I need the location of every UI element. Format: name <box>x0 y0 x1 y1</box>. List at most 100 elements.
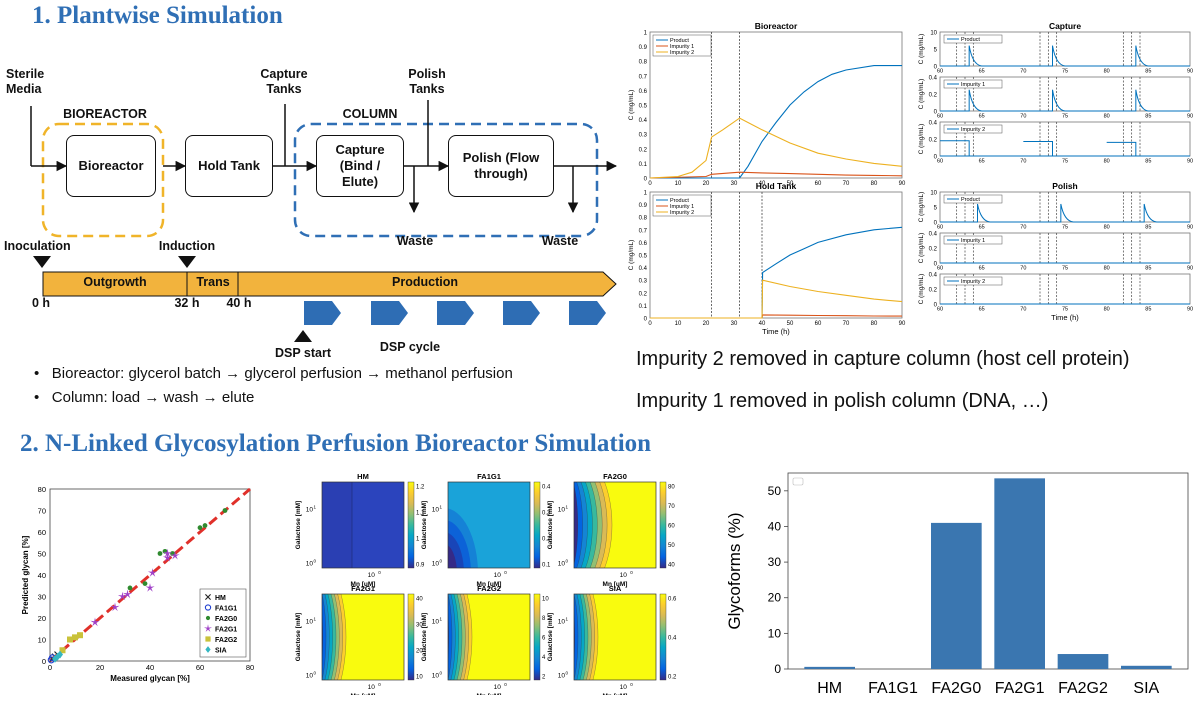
y-tick-label: 5 <box>934 48 938 54</box>
colorbar <box>407 481 415 569</box>
point <box>90 617 100 627</box>
point <box>204 604 212 611</box>
x-tick-label: 0 <box>648 321 652 327</box>
empty-legend-box <box>792 477 804 486</box>
y-tick-label: 0.6 <box>639 89 648 95</box>
polish-box: Polish (Flow through) <box>448 135 554 197</box>
note-impurity2: Impurity 2 removed in capture column (ho… <box>636 348 1130 370</box>
y-axis-label: Galactose [mM] <box>295 501 302 549</box>
bar-fa2g1 <box>994 478 1045 669</box>
y-tick-exponent: 0 <box>314 671 317 676</box>
x-tick-label: 90 <box>1187 159 1193 165</box>
panel-title: SIA <box>609 584 622 593</box>
series-line-product <box>650 65 902 179</box>
y-tick-label: 30 <box>768 555 782 569</box>
y-tick-label: 80 <box>38 485 46 494</box>
colorbar-tick-label: 6 <box>542 636 546 642</box>
y-tick-label: 0.4 <box>639 266 648 272</box>
x-tick-label: 80 <box>1104 159 1110 165</box>
y-tick-label: 10 <box>306 619 314 626</box>
y-tick-label: 0 <box>934 262 938 268</box>
x-tick-label: 65 <box>979 225 985 231</box>
y-tick-label: 0.8 <box>639 60 648 66</box>
series-fa2g0 <box>127 508 228 591</box>
point <box>170 550 180 560</box>
y-tick-label: 0.2 <box>929 247 938 253</box>
colorbar-tick-label: 4 <box>542 655 546 661</box>
trans-label: Trans <box>196 275 230 289</box>
x-tick-label: 60 <box>937 159 943 165</box>
point <box>222 508 228 513</box>
series-fa2g1 <box>90 548 180 627</box>
y-tick-exponent: 1 <box>314 505 317 510</box>
x-tick-label: 70 <box>1020 225 1026 231</box>
y-tick-label: 10 <box>558 619 566 626</box>
y-axis-label: C (mg/mL) <box>918 192 925 223</box>
y-tick-label: 0.2 <box>639 147 648 153</box>
x-tick-label: 75 <box>1062 307 1068 313</box>
glycoform-bar-chart: 0 10 20 30 40 50 Glycoforms (%) HM FA1G1 FA2G0 FA2… <box>725 472 1189 697</box>
induction-label: Induction <box>158 239 216 253</box>
bullet-column-text: Column: load → wash → elute <box>51 389 255 406</box>
x-tick-label: 60 <box>196 663 204 672</box>
y-tick-exponent: 1 <box>566 505 569 510</box>
colorbar <box>533 481 541 569</box>
contour-fill <box>448 482 530 568</box>
x-tick-label: 60 <box>937 225 943 231</box>
panel-title: HM <box>357 472 369 481</box>
colorbar-tick-label: 0.2 <box>542 537 551 543</box>
x-tick-label: 50 <box>787 181 794 187</box>
point <box>117 591 128 601</box>
x-axis-label: Time (h) <box>762 327 790 336</box>
y-axis-label: C (mg/mL) <box>918 79 925 110</box>
series-line-impurity-1 <box>649 171 903 179</box>
x-tick-label: 75 <box>1062 225 1068 231</box>
parity-plot: 0 20 40 60 80 0 10 20 30 40 50 60 70 80 Measured glyca… <box>21 485 254 683</box>
legend-label: Impurity 1 <box>961 82 985 88</box>
colorbar-tick-label: 0.3 <box>542 511 551 517</box>
legend-label: Impurity 2 <box>670 50 694 56</box>
colorbar <box>533 593 541 681</box>
point <box>205 594 211 600</box>
colorbar-tick-label: 1 <box>416 537 420 543</box>
colorbar-tick-label: 0.2 <box>668 675 677 681</box>
y-tick-label: 10 <box>930 191 937 197</box>
inoculation-label: Inoculation <box>4 239 71 253</box>
point <box>67 636 73 643</box>
time-0h-label: 0 h <box>31 296 51 310</box>
y-axis-label: Galactose [mM] <box>547 613 554 661</box>
legend-label: Impurity 2 <box>961 127 985 133</box>
colorbar-tick-label: 70 <box>668 504 675 510</box>
y-tick-label: 50 <box>768 484 782 498</box>
induction-marker <box>178 256 196 268</box>
y-tick-label: 0 <box>774 662 781 676</box>
time-40h-label: 40 h <box>226 296 252 310</box>
x-tick-label: 80 <box>246 663 254 672</box>
y-tick-label: 10 <box>558 561 566 568</box>
x-axis-label: Mn [uM] <box>603 581 628 588</box>
x-tick-label: 90 <box>1187 69 1193 75</box>
panel-series-line <box>940 89 1190 112</box>
panel-title: FA2G2 <box>477 584 501 593</box>
bullet-column: • Column: load → wash → elute <box>34 389 255 406</box>
colorbar-tick-label: 8 <box>542 616 546 622</box>
legend-label: Impurity 2 <box>670 210 694 216</box>
section-title-glycosylation: 2. N-Linked Glycosylation Perfusion Bior… <box>20 430 652 457</box>
x-tick-label: 75 <box>1062 114 1068 120</box>
x-tick-label: 75 <box>1062 266 1068 272</box>
x-tick-label: 70 <box>843 321 850 327</box>
point <box>142 581 148 586</box>
y-tick-label: 5 <box>934 206 938 212</box>
y-tick-exponent: 0 <box>566 559 569 564</box>
x-tick-label: 85 <box>1145 307 1151 313</box>
x-tick-label: 10 <box>675 321 682 327</box>
contour-fill <box>322 594 404 680</box>
y-tick-label: 40 <box>38 571 46 580</box>
x-tick-exponent: 0 <box>630 682 633 687</box>
colorbar-tick-label: 1.1 <box>416 511 425 517</box>
timeline-diagram <box>33 256 617 342</box>
simulation-plots: Bioreactor00.10.20.30.40.50.60.70.80.910… <box>628 21 1193 336</box>
